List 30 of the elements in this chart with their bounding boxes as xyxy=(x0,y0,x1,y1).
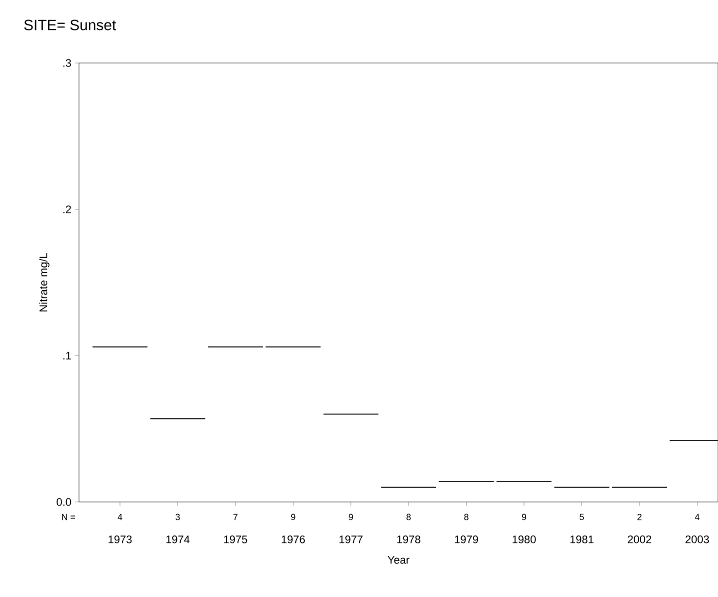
x-tick-label: 1975 xyxy=(224,536,248,544)
text: 2 xyxy=(637,514,642,520)
text: 8 xyxy=(464,514,468,520)
text: 5 xyxy=(580,514,584,520)
text: 4 xyxy=(118,514,122,520)
x-tick-label: 1980 xyxy=(512,536,536,544)
y-tick-label: .2 xyxy=(63,206,71,214)
text: 4 xyxy=(694,514,700,520)
text: 8 xyxy=(406,514,411,520)
y-axis-title: Nitrate mg/L xyxy=(39,253,50,312)
y-tick-label: .3 xyxy=(63,59,72,67)
x-tick-label: 2003 xyxy=(686,536,709,544)
x-tick-label: 1976 xyxy=(282,536,305,544)
y-tick-label: .1 xyxy=(63,352,71,360)
x-tick-label: 1974 xyxy=(166,536,190,544)
x-tick-label: 1977 xyxy=(340,536,363,544)
x-axis-title: Year xyxy=(388,556,410,564)
x-tick-label: 1979 xyxy=(454,536,478,544)
text: N = xyxy=(62,514,76,520)
text: 7 xyxy=(233,514,238,520)
x-tick-label: 2002 xyxy=(628,536,652,544)
x-tick-label: 1978 xyxy=(397,536,420,544)
y-tick-label: 0.0 xyxy=(56,498,72,506)
text: 9 xyxy=(348,514,353,520)
text: 3 xyxy=(176,514,180,520)
text: 9 xyxy=(291,514,296,520)
text: 9 xyxy=(522,514,526,520)
chart-title: SITE= Sunset xyxy=(24,20,116,30)
x-tick-label: 1981 xyxy=(570,536,594,544)
x-tick-label: 1973 xyxy=(108,536,132,544)
